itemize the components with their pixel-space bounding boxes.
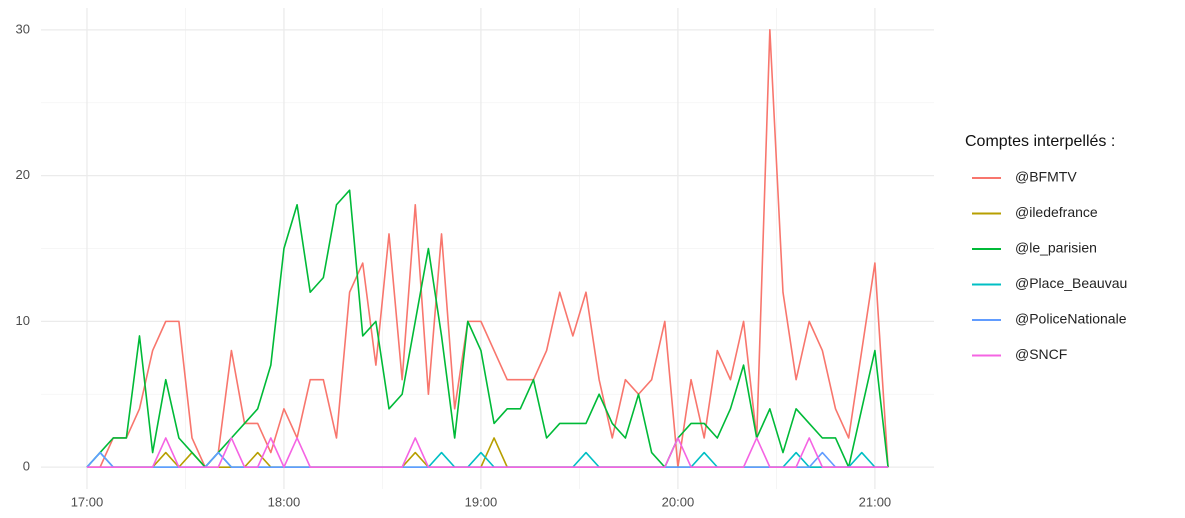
legend-label: @SNCF [1015, 346, 1067, 362]
x-tick-label: 17:00 [71, 494, 104, 509]
legend-label: @iledefrance [1015, 204, 1098, 220]
x-tick-label: 19:00 [465, 494, 498, 509]
series-line [86, 29, 889, 468]
y-tick-label: 10 [16, 313, 30, 328]
x-tick-label: 21:00 [859, 494, 892, 509]
legend-label: @PoliceNationale [1015, 311, 1127, 327]
y-tick-label: 20 [16, 167, 30, 182]
x-tick-label: 18:00 [268, 494, 301, 509]
y-tick-label: 30 [16, 21, 30, 36]
y-tick-label: 0 [23, 459, 30, 474]
legend-label: @Place_Beauvau [1015, 275, 1127, 291]
x-tick-label: 20:00 [662, 494, 695, 509]
legend-label: @le_parisien [1015, 240, 1097, 256]
series-line [86, 437, 889, 468]
legend-title: Comptes interpellés : [965, 133, 1115, 150]
legend-label: @BFMTV [1015, 169, 1077, 185]
series-line [86, 189, 889, 468]
